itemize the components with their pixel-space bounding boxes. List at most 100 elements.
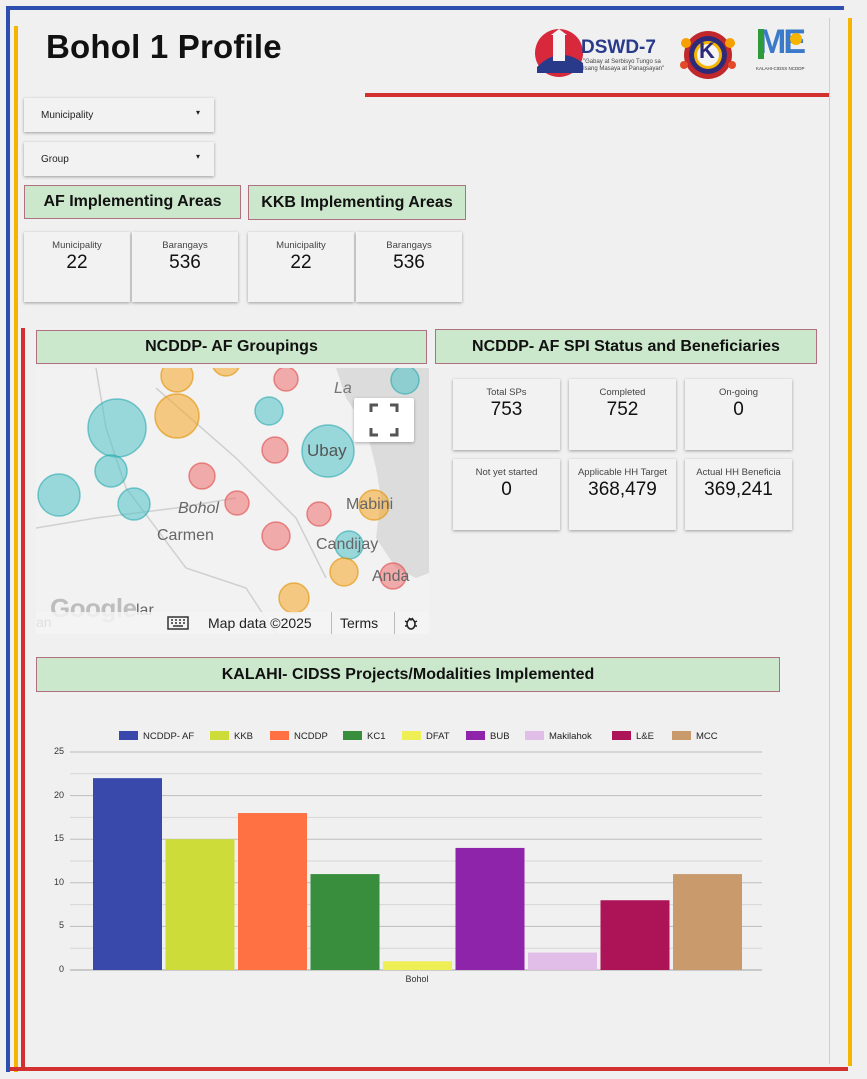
chart-legend-swatch	[612, 731, 631, 740]
chart-legend-item[interactable]: DFAT	[402, 731, 450, 742]
map-footer: Map data ©2025 Terms	[36, 612, 429, 634]
spi-card: On-going 0	[685, 379, 792, 450]
chart-legend-item[interactable]: Makilahok	[525, 731, 592, 742]
spi-card: Total SPs 753	[453, 379, 560, 450]
af-municipality-card: Municipality 22	[24, 232, 130, 302]
chart-y-tick: 20	[53, 789, 64, 800]
chart-legend-item[interactable]: MCC	[672, 731, 718, 742]
kkb-areas-heading: KKB Implementing Areas	[248, 185, 466, 220]
af-barangays-card: Barangays 536	[132, 232, 238, 302]
chart-legend-swatch	[119, 731, 138, 740]
spi-card-label: Total SPs	[486, 387, 527, 398]
af-areas-heading: AF Implementing Areas	[24, 185, 241, 219]
map-footer-divider	[394, 612, 395, 634]
kkb-letter: K	[699, 38, 715, 63]
chart-legend-item[interactable]: KKB	[210, 731, 253, 742]
frame-top-blue	[6, 6, 844, 10]
chart-legend-item[interactable]: L&E	[612, 731, 654, 742]
bug-report-icon[interactable]	[404, 615, 418, 631]
chart-legend-swatch	[466, 731, 485, 740]
chart-legend-swatch	[210, 731, 229, 740]
chart-legend-swatch	[270, 731, 289, 740]
projects-heading: KALAHI- CIDSS Projects/Modalities Implem…	[36, 657, 780, 692]
map-data-attribution: Map data ©2025	[208, 615, 312, 631]
map-label-ubay: Ubay	[307, 441, 347, 460]
kkb-municipality-value: 22	[290, 252, 312, 273]
chart-legend-label: NCDDP- AF	[143, 731, 195, 742]
chart-y-tick: 5	[58, 920, 64, 931]
chart-legend-item[interactable]: BUB	[466, 731, 510, 742]
af-barangays-label: Barangays	[162, 240, 208, 251]
chart-legend-label: BUB	[490, 731, 510, 742]
municipality-dropdown-label: Municipality	[41, 110, 94, 121]
spi-card-label: Not yet started	[475, 467, 538, 478]
chart-bar-ncddp-af[interactable]	[93, 778, 162, 970]
chart-bar-kkb[interactable]	[165, 839, 235, 970]
chart-legend-label: KKB	[234, 731, 254, 742]
dswd-tagline-1: "Gabay at Serbisyo Tungo sa	[583, 59, 661, 65]
spi-card-label: Completed	[599, 387, 646, 398]
map-label-lag: La	[334, 380, 352, 397]
dswd-tagline-2: Isang Masaya at Panagsayan"	[583, 66, 665, 72]
chart-bar-ncddp[interactable]	[238, 813, 307, 970]
frame-right-gray	[829, 18, 830, 1064]
chart-legend-swatch	[525, 731, 544, 740]
spi-card: Not yet started 0	[453, 459, 560, 530]
chart-legend-swatch	[672, 731, 691, 740]
chart-legend-item[interactable]: KC1	[343, 731, 385, 742]
af-municipality-value: 22	[66, 252, 88, 273]
spi-card-value: 369,241	[704, 479, 773, 500]
chart-legend-label: DFAT	[426, 731, 450, 742]
chart-legend-label: Makilahok	[549, 731, 592, 742]
chart-legend-swatch	[343, 731, 362, 740]
chart-bar-l-e[interactable]	[600, 900, 670, 970]
chart-bar-dfat[interactable]	[383, 961, 452, 970]
spi-card: Applicable HH Target 368,479	[569, 459, 676, 530]
chart-y-tick: 25	[53, 746, 64, 756]
map-label-bohol: Bohol	[178, 500, 219, 517]
chart-bar-mcc[interactable]	[673, 874, 742, 970]
caret-down-icon: ▾	[195, 152, 200, 161]
map-footer-divider	[331, 612, 332, 634]
kkb-logo: K	[672, 29, 744, 81]
spi-card-label: Applicable HH Target	[577, 467, 668, 478]
chart-bar-kc1[interactable]	[310, 874, 380, 970]
spi-card-value: 368,479	[588, 479, 657, 500]
chart-legend-label: NCDDP	[294, 731, 328, 742]
spi-card-value: 0	[501, 479, 512, 500]
map-label-candijay: Candijay	[316, 536, 379, 553]
frame-left-blue	[6, 6, 10, 1072]
kkb-barangays-value: 536	[393, 252, 425, 273]
map-label-anda: Anda	[372, 568, 410, 585]
af-barangays-value: 536	[169, 252, 201, 273]
kkb-barangays-card: Barangays 536	[356, 232, 462, 302]
frame-left-yellow	[14, 26, 18, 1072]
spi-card-value: 752	[606, 399, 639, 420]
ncddp-logo: ME KALAHI-CIDSS NCDDP	[756, 23, 812, 75]
spi-card: Actual HH Beneficia 369,241	[685, 459, 792, 530]
page-title: Bohol 1 Profile	[46, 28, 282, 65]
chart-y-tick: 0	[58, 964, 64, 974]
spi-card-label: On-going	[718, 387, 759, 398]
header-underline-red	[365, 93, 829, 97]
chart-bar-bub[interactable]	[455, 847, 525, 970]
groupings-map[interactable]: Ubay Bohol Carmen Mabini Candijay Anda L…	[36, 368, 429, 634]
spi-card: Completed 752	[569, 379, 676, 450]
map-terms-link[interactable]: Terms	[340, 615, 379, 631]
map-label-mabini: Mabini	[346, 496, 394, 513]
ncddp-caption: KALAHI-CIDSS NCDDP	[756, 66, 805, 71]
fullscreen-button[interactable]	[354, 398, 414, 442]
spi-card-value: 0	[733, 399, 744, 420]
chart-legend-item[interactable]: NCDDP- AF	[119, 731, 194, 742]
municipality-dropdown[interactable]: Municipality ▾	[24, 98, 214, 132]
frame-bottom-red	[10, 1067, 848, 1071]
kkb-municipality-card: Municipality 22	[248, 232, 354, 302]
chart-bar-makilahok[interactable]	[528, 952, 597, 970]
chart-legend-item[interactable]: NCDDP	[270, 731, 328, 742]
groupings-heading: NCDDP- AF Groupings	[36, 330, 427, 364]
fullscreen-icon	[369, 403, 399, 437]
keyboard-icon[interactable]	[167, 616, 189, 630]
spi-card-label: Actual HH Beneficia	[696, 467, 781, 478]
spi-heading: NCDDP- AF SPI Status and Beneficiaries	[435, 329, 817, 364]
group-dropdown[interactable]: Group ▾	[24, 142, 214, 176]
